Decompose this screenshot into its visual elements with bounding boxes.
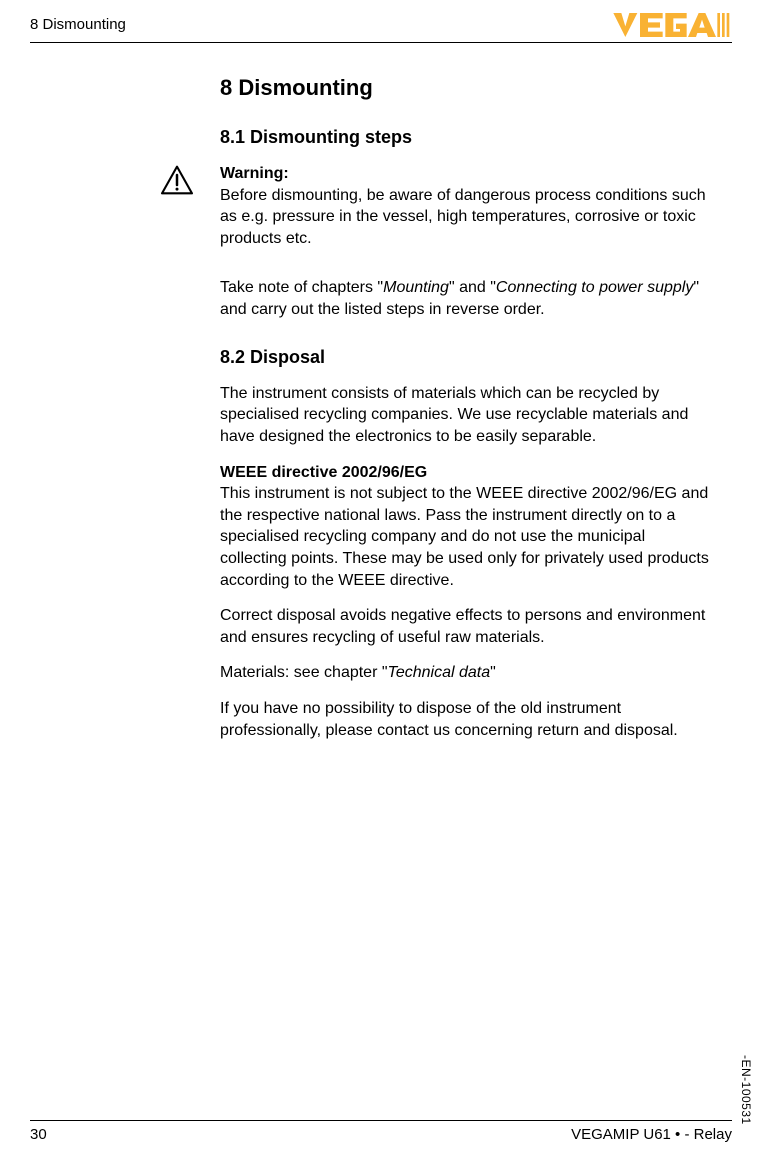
header-chapter-ref: 8 Dismounting xyxy=(30,15,126,35)
p3-ref-techdata: Technical data xyxy=(388,664,491,681)
section-8-title: 8 Dismounting xyxy=(220,73,712,103)
warning-icon xyxy=(160,165,194,195)
note-mid: " and " xyxy=(449,279,496,296)
page-footer: 30 VEGAMIP U61 • - Relay xyxy=(30,1120,732,1145)
page: 8 Dismounting 8 Dismounting 8.1 Dismount… xyxy=(0,0,762,1155)
section-8-1-title: 8.1 Dismounting steps xyxy=(220,125,712,149)
warning-body: Before dismounting, be aware of dangerou… xyxy=(220,185,712,250)
disposal-p1: The instrument consists of materials whi… xyxy=(220,383,712,448)
note-pre: Take note of chapters " xyxy=(220,279,383,296)
note-ref-connecting: Connecting to power supply xyxy=(496,279,693,296)
footer-doc-title: VEGAMIP U61 • - Relay xyxy=(571,1125,732,1145)
vega-logo xyxy=(612,10,732,40)
weee-block: WEEE directive 2002/96/EG This instrumen… xyxy=(220,462,712,592)
content-area: 8 Dismounting 8.1 Dismounting steps Warn… xyxy=(220,73,712,741)
disposal-p2: Correct disposal avoids negative effects… xyxy=(220,605,712,648)
weee-body: This instrument is not subject to the WE… xyxy=(220,485,709,588)
p3-pre: Materials: see chapter " xyxy=(220,664,388,681)
materials-line: Materials: see chapter "Technical data" xyxy=(220,662,712,684)
note-ref-mounting: Mounting xyxy=(383,279,449,296)
warning-block: Warning: Before dismounting, be aware of… xyxy=(220,163,712,249)
page-number: 30 xyxy=(30,1125,47,1145)
warning-label: Warning: xyxy=(220,163,712,185)
weee-title: WEEE directive 2002/96/EG xyxy=(220,462,712,484)
p3-post: " xyxy=(490,664,496,681)
disposal-p4: If you have no possibility to dispose of… xyxy=(220,698,712,741)
side-document-code: -EN-100531 xyxy=(738,1055,754,1125)
page-header: 8 Dismounting xyxy=(30,10,732,43)
section-8-2-title: 8.2 Disposal xyxy=(220,345,712,369)
mounting-note: Take note of chapters "Mounting" and "Co… xyxy=(220,277,712,320)
